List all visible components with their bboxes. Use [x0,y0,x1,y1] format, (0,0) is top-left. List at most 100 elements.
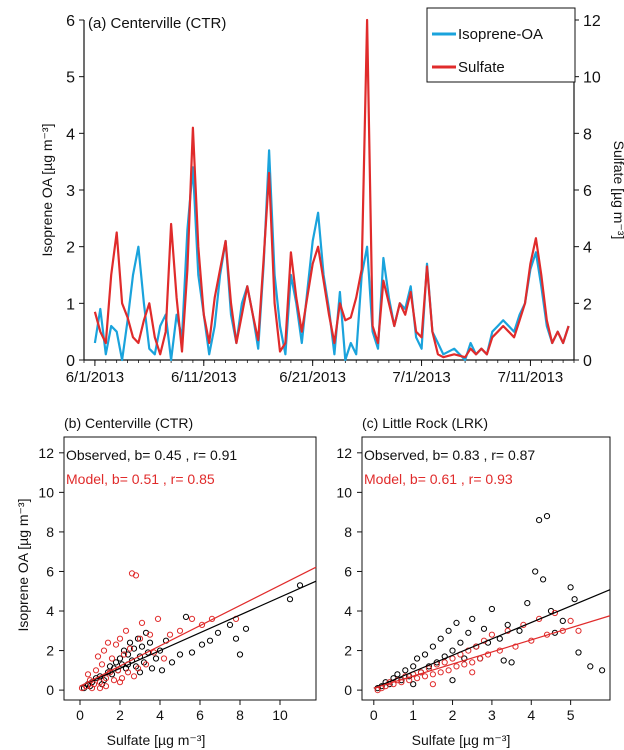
panel-a-label: (a) Centerville (CTR) [88,15,226,32]
c-observed-point [540,576,547,583]
b-model-point [188,615,196,623]
b-model-point [88,685,96,692]
c-observed-point [516,627,523,634]
b-x-tick-label: 0 [76,707,84,723]
c-model-point [575,627,582,634]
c-x-tick-label: 4 [527,707,535,723]
right-tick-label: 6 [583,183,592,200]
b-observed-point [232,635,240,642]
c-model-point [536,615,543,623]
c-observed-point [571,596,578,603]
c-observed-point [559,617,566,625]
panel-a-right-axis-label: Sulfate [µg m⁻³] [611,141,624,240]
c-model-point [551,609,559,617]
c-observed-point [449,677,456,684]
c-observed-point [567,584,574,591]
b-model-point [96,679,104,686]
c-model-point [469,669,476,676]
b-x-tick-label: 8 [236,707,244,723]
x-tick-label: 6/1/2013 [66,369,124,386]
b-y-tick-label: 2 [46,643,54,659]
c-x-tick-label: 3 [488,707,496,723]
c-observed-fit-line [373,589,611,689]
b-observed-fit-line [79,580,317,687]
panel-b-label: (b) Centerville (CTR) [64,415,193,431]
b-model-point [146,631,154,638]
c-observed-point [429,643,436,650]
b-model-point [110,677,118,684]
b-observed-point [116,655,124,662]
b-model-point [130,673,138,680]
b-observed-point [176,651,184,658]
b-x-tick-label: 10 [272,707,288,723]
b-observed-point [286,596,294,603]
c-observed-point [504,621,511,629]
c-observed-point [437,635,444,642]
legend-box [426,7,576,83]
c-observed-point [500,657,507,664]
b-observed-point [168,659,176,666]
b-observed-point [80,685,88,692]
c-model-point [512,643,519,650]
c-y-tick-label: 4 [344,603,352,619]
c-plot-frame [361,436,611,701]
c-observed-point [414,655,421,662]
legend: Isoprene-OA Sulfate [426,7,576,83]
c-observed-point [469,615,476,623]
c-y-tick-label: 10 [336,484,352,500]
x-tick-label: 7/11/2013 [498,369,564,386]
b-observed-point [124,651,132,658]
b-observed-point [146,639,154,646]
c-y-tick-label: 12 [336,445,352,461]
b-x-tick-label: 2 [116,707,124,723]
b-observed-point [144,649,152,656]
panel-c-annotation-model: Model, b= 0.61 , r= 0.93 [364,471,513,487]
b-model-point [104,639,112,646]
b-observed-point [236,651,244,658]
b-observed-point [182,613,190,621]
c-observed-point [488,605,495,613]
right-tick-label: 10 [583,70,601,87]
legend-label-sulfate: Sulfate [458,59,505,76]
b-model-point [116,635,124,642]
b-model-point [198,621,206,629]
b-observed-point [148,665,156,672]
b-observed-point [156,647,164,654]
c-observed-point [453,619,460,627]
right-tick-label: 4 [583,240,592,257]
b-model-point [136,635,144,642]
b-observed-point [214,629,222,636]
left-tick-label: 0 [66,353,75,370]
right-tick-label: 8 [583,126,592,143]
b-model-point [176,627,184,634]
b-x-tick-label: 4 [156,707,164,723]
b-model-point [102,683,110,690]
c-observed-point [480,625,488,632]
b-model-point [132,572,140,579]
b-model-point [92,667,100,674]
left-tick-label: 6 [66,13,75,30]
c-observed-point [410,663,417,670]
panel-a-left-axis-label: Isoprene OA [µg m⁻³] [39,124,55,257]
b-observed-point [188,649,196,656]
b-model-point [108,655,116,662]
c-model-fit-line [373,615,611,689]
c-observed-point [457,639,464,646]
b-model-point [126,645,134,652]
legend-label-isoprene: Isoprene-OA [458,26,543,43]
b-y-tick-label: 0 [46,682,54,698]
c-observed-point [599,667,606,674]
panel-b-annotation-observed: Observed, b= 0.45 , r= 0.91 [66,447,237,463]
b-model-point [94,653,102,660]
c-observed-point [532,568,539,575]
b-y-tick-label: 4 [46,603,54,619]
b-model-point [166,631,174,638]
panel-c-annotation-observed: Observed, b= 0.83 , r= 0.87 [364,447,535,463]
right-tick-label: 2 [583,296,592,313]
b-observed-point [130,645,138,652]
c-model-point [453,663,460,670]
b-model-point [102,675,110,682]
c-model-point [567,617,574,625]
panel-b: (b) Centerville (CTR) Isoprene OA [µg m⁻… [15,415,317,748]
b-model-point [98,661,106,668]
